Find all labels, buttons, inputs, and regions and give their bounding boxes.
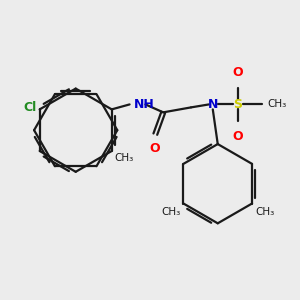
- Text: CH₃: CH₃: [267, 99, 286, 110]
- Text: N: N: [208, 98, 218, 111]
- Text: O: O: [149, 142, 160, 155]
- Text: NH: NH: [134, 98, 154, 111]
- Text: Cl: Cl: [23, 101, 37, 114]
- Text: S: S: [233, 98, 242, 111]
- Text: O: O: [232, 66, 243, 79]
- Text: O: O: [232, 130, 243, 143]
- Text: CH₃: CH₃: [161, 208, 180, 218]
- Text: CH₃: CH₃: [255, 208, 274, 218]
- Text: CH₃: CH₃: [115, 153, 134, 163]
